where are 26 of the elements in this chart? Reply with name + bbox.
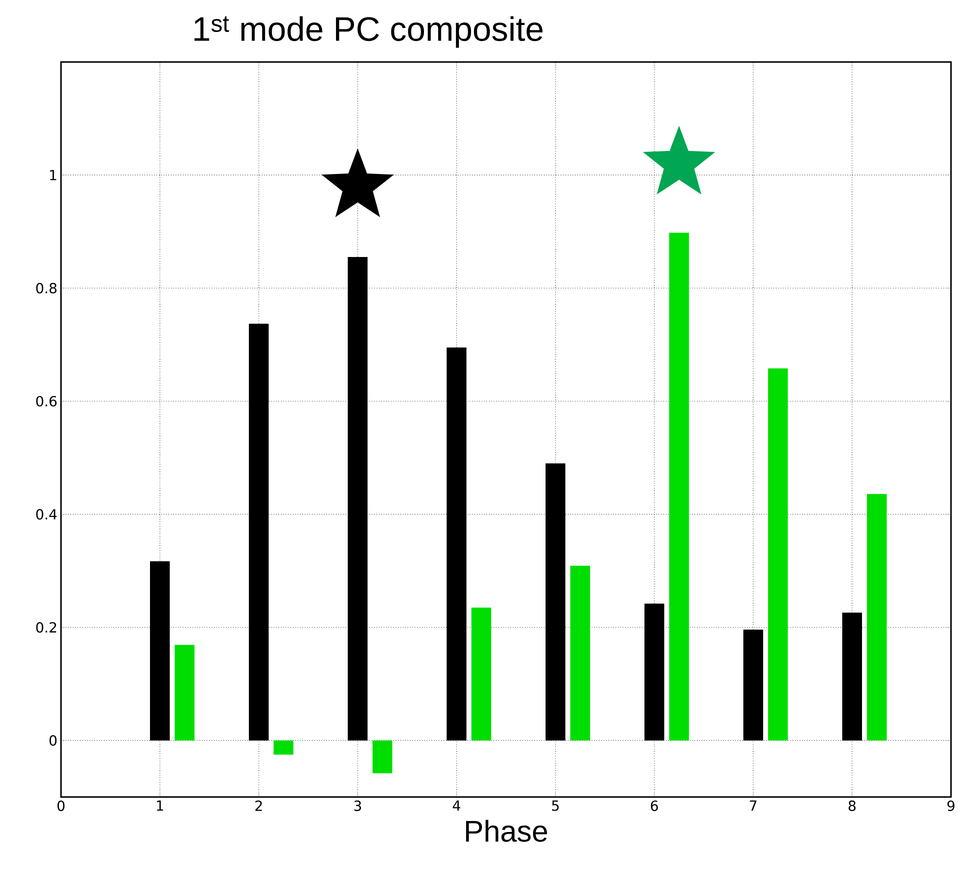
- bar: [274, 740, 294, 755]
- y-tick-label: 0: [50, 735, 57, 746]
- x-tick-label: 8: [848, 800, 856, 812]
- bar: [768, 368, 788, 740]
- bar: [471, 608, 492, 740]
- y-tick-label: 1: [50, 170, 56, 180]
- x-tick-label: 9: [947, 800, 954, 812]
- x-tick-label: 6: [650, 800, 658, 812]
- x-tick-label: 1: [156, 800, 164, 811]
- x-tick-label: 3: [354, 800, 361, 812]
- x-axis-title: Phase: [466, 820, 548, 842]
- bar: [372, 740, 392, 774]
- x-tick-label: 5: [552, 800, 559, 811]
- x-tick-label: 2: [255, 800, 262, 811]
- y-tick-label: 0.4: [36, 509, 57, 520]
- x-tick-label: 0: [57, 800, 65, 812]
- x-tick-label: 4: [452, 800, 460, 811]
- y-tick-label: 0.2: [36, 622, 56, 633]
- y-tick-label: 0.8: [36, 282, 57, 294]
- bar: [866, 494, 887, 740]
- x-tick-label: 7: [750, 800, 756, 811]
- bar: [174, 644, 194, 740]
- y-tick-label: 0.6: [36, 396, 57, 407]
- bar: [570, 566, 590, 740]
- bar: [669, 232, 689, 740]
- chart-title: 1$^{st}$ mode PC composite: [194, 16, 543, 48]
